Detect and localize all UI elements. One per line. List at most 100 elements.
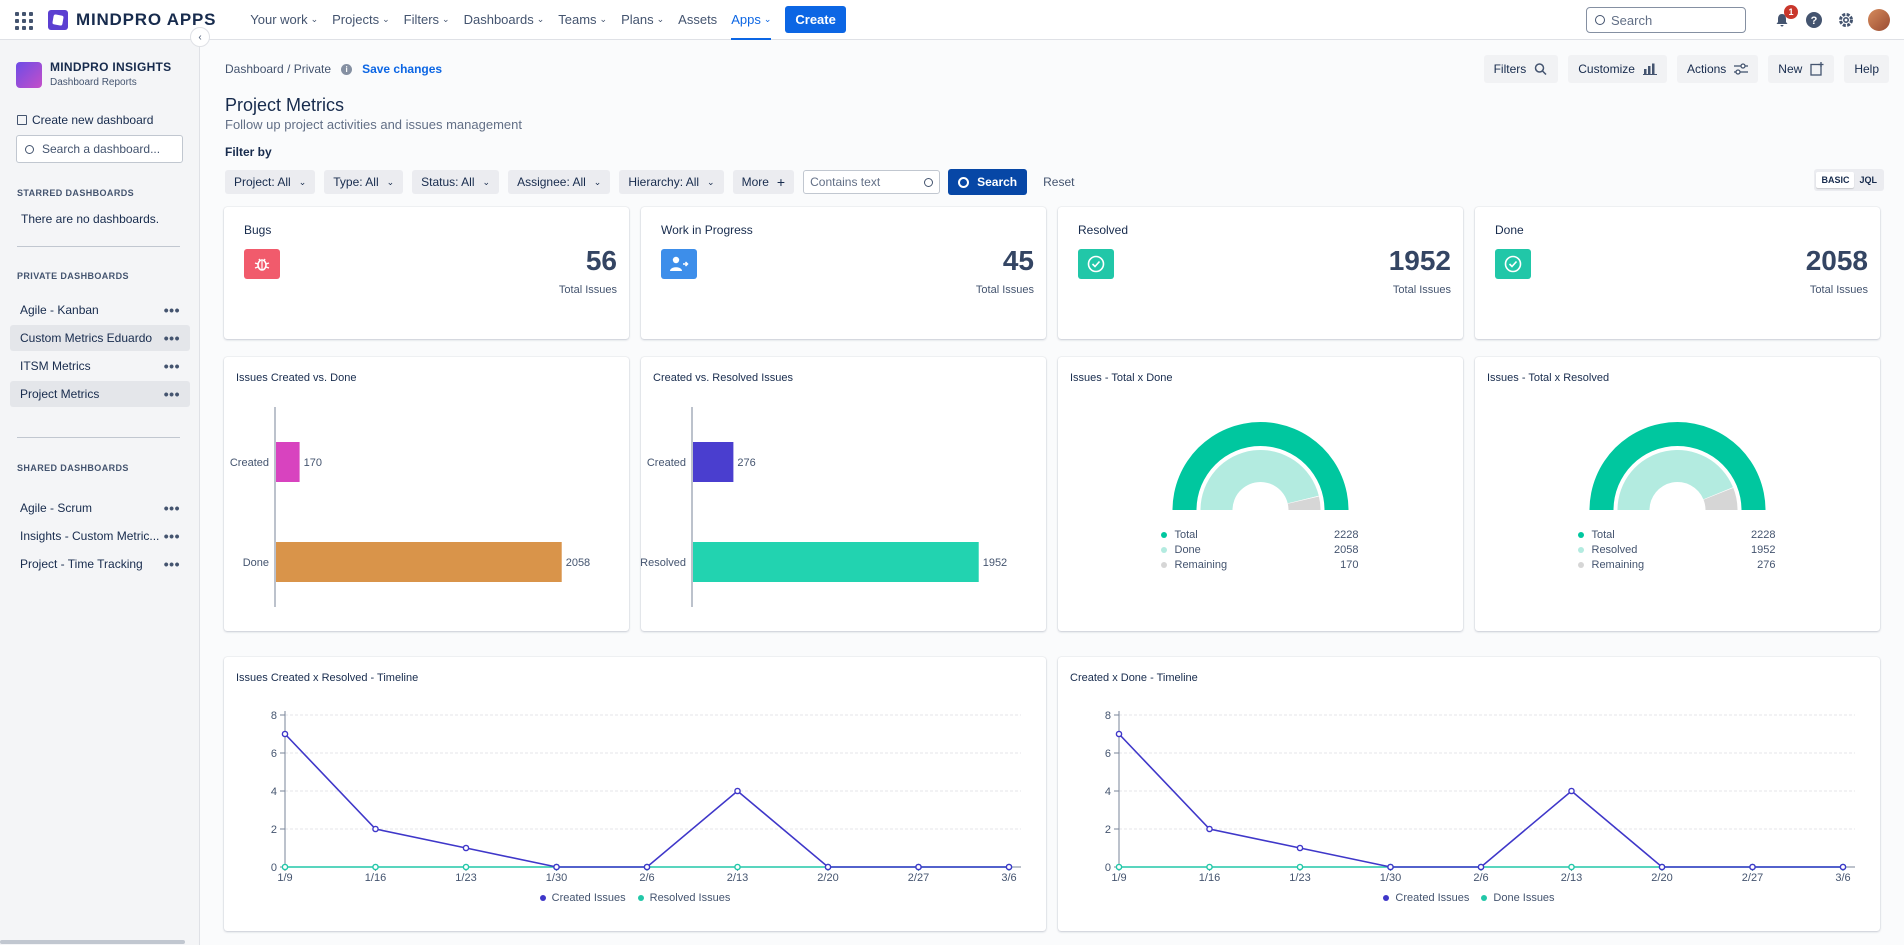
legend-label: Done Issues bbox=[1493, 892, 1555, 904]
sidebar-scrollbar[interactable] bbox=[0, 940, 185, 944]
private-heading: PRIVATE DASHBOARDS bbox=[17, 271, 129, 281]
sidebar-dashboard-item[interactable]: Project Metrics ••• bbox=[10, 381, 190, 407]
chart-svg: Created 170 Done 2058 bbox=[230, 407, 590, 607]
sliders-icon bbox=[1734, 63, 1749, 75]
filter-dropdown-type[interactable]: Type: All ⌄ bbox=[324, 170, 404, 194]
legend-item[interactable]: Created Issues bbox=[1383, 892, 1469, 904]
bar-created bbox=[693, 442, 734, 482]
notifications-bell-icon[interactable]: 1 bbox=[1772, 5, 1798, 30]
gauge-remaining-arc bbox=[1703, 487, 1738, 510]
filter-dropdown-project[interactable]: Project: All ⌄ bbox=[225, 170, 316, 194]
breadcrumb-text[interactable]: Dashboard / Private bbox=[225, 62, 332, 76]
sidebar-dashboard-item[interactable]: Agile - Kanban ••• bbox=[10, 297, 190, 323]
nav-item-plans[interactable]: Plans ⌄ bbox=[621, 0, 664, 40]
sidebar-dashboard-item[interactable]: Agile - Scrum ••• bbox=[10, 495, 190, 521]
filter-dropdown-hierarchy[interactable]: Hierarchy: All ⌄ bbox=[619, 170, 724, 194]
series-point bbox=[824, 863, 832, 871]
sidebar-dashboard-item[interactable]: Insights - Custom Metric... ••• bbox=[10, 523, 190, 549]
filter-dropdown-status[interactable]: Status: All ⌄ bbox=[412, 170, 500, 194]
sidebar-dashboard-label: ITSM Metrics bbox=[20, 359, 91, 373]
contains-text-input[interactable]: Contains text bbox=[803, 170, 941, 194]
gauge-legend-value: 276 bbox=[1757, 559, 1776, 571]
kpi-title: Bugs bbox=[244, 223, 272, 237]
filters-button-label: Filters bbox=[1493, 62, 1527, 76]
chevron-down-icon: ⌄ bbox=[386, 176, 395, 187]
chart-title: Issues - Total x Resolved bbox=[1487, 372, 1610, 384]
y-tick-label: 2 bbox=[1105, 824, 1111, 836]
collapse-sidebar-button[interactable]: ‹ bbox=[190, 27, 210, 47]
save-changes-link[interactable]: Save changes bbox=[362, 62, 443, 76]
legend-label: Created Issues bbox=[551, 892, 626, 904]
global-search-input[interactable]: Search bbox=[1586, 7, 1746, 33]
kpi-card-done[interactable]: Done 2058 Total Issues bbox=[1475, 207, 1880, 339]
nav-item-label: Your work bbox=[250, 12, 308, 27]
gauge-remaining-arc bbox=[1287, 495, 1321, 510]
nav-item-assets[interactable]: Assets bbox=[678, 0, 717, 40]
legend-dot bbox=[1577, 547, 1584, 553]
legend-item[interactable]: Resolved Issues bbox=[637, 892, 730, 904]
kpi-card-work-in-progress[interactable]: Work in Progress 45 Total Issues bbox=[641, 207, 1046, 339]
sidebar-header: MINDPRO INSIGHTS Dashboard Reports bbox=[16, 60, 171, 88]
more-filters-button[interactable]: More + bbox=[732, 170, 795, 194]
user-avatar[interactable] bbox=[1868, 9, 1890, 31]
more-options-icon[interactable]: ••• bbox=[163, 330, 180, 346]
filter-bar: Project: All ⌄ Type: All ⌄ Status: All ⌄ Assig… bbox=[225, 169, 1075, 195]
sidebar-dashboard-item[interactable]: Project - Time Tracking ••• bbox=[10, 551, 190, 577]
app-switcher-icon[interactable] bbox=[14, 11, 33, 30]
kpi-value: 45 bbox=[1002, 245, 1034, 276]
filter-dropdown-assignee[interactable]: Assignee: All ⌄ bbox=[508, 170, 611, 194]
chevron-down-icon: ⌄ bbox=[482, 176, 491, 187]
dashboard-search-input[interactable]: Search a dashboard... bbox=[16, 135, 183, 163]
create-button[interactable]: Create bbox=[785, 6, 846, 33]
nav-item-your-work[interactable]: Your work ⌄ bbox=[250, 0, 318, 40]
info-icon[interactable]: i bbox=[341, 63, 353, 75]
line-legend: Created Issues Resolved Issues bbox=[224, 892, 1046, 904]
sidebar-dashboard-item[interactable]: ITSM Metrics ••• bbox=[10, 353, 190, 379]
chart-svg bbox=[1589, 422, 1766, 510]
chart-title: Issues Created vs. Done bbox=[236, 372, 357, 384]
more-options-icon[interactable]: ••• bbox=[163, 386, 180, 402]
more-options-icon[interactable]: ••• bbox=[163, 556, 180, 572]
legend-dot bbox=[1577, 532, 1584, 538]
more-options-icon[interactable]: ••• bbox=[163, 500, 180, 516]
kpi-card-resolved[interactable]: Resolved 1952 Total Issues bbox=[1058, 207, 1463, 339]
nav-item-dashboards[interactable]: Dashboards ⌄ bbox=[464, 0, 545, 40]
legend-item[interactable]: Done Issues bbox=[1481, 892, 1555, 904]
user-progress-icon bbox=[661, 249, 697, 279]
customize-button[interactable]: Customize bbox=[1568, 55, 1667, 83]
reset-button[interactable]: Reset bbox=[1043, 175, 1075, 189]
legend-item[interactable]: Created Issues bbox=[539, 892, 626, 904]
chart-title: Created x Done - Timeline bbox=[1070, 672, 1198, 684]
contains-text-placeholder: Contains text bbox=[810, 175, 881, 189]
filters-button[interactable]: Filters bbox=[1483, 55, 1559, 83]
more-options-icon[interactable]: ••• bbox=[163, 358, 180, 374]
insights-logo-icon bbox=[16, 62, 42, 88]
nav-item-filters[interactable]: Filters ⌄ bbox=[404, 0, 450, 40]
jql-mode-option[interactable]: JQL bbox=[1859, 175, 1877, 185]
nav-item-apps[interactable]: Apps ⌄ bbox=[731, 0, 772, 40]
brand-logo-icon[interactable] bbox=[48, 9, 68, 30]
actions-button[interactable]: Actions bbox=[1676, 55, 1759, 83]
settings-gear-icon[interactable] bbox=[1836, 10, 1856, 30]
more-options-icon[interactable]: ••• bbox=[163, 528, 180, 544]
nav-item-projects[interactable]: Projects ⌄ bbox=[332, 0, 390, 40]
kpi-card-bugs[interactable]: Bugs 56 Total Issues bbox=[224, 207, 629, 339]
help-icon[interactable]: ? bbox=[1804, 10, 1824, 30]
series-point bbox=[734, 787, 741, 795]
legend-dot bbox=[1160, 532, 1167, 538]
create-dashboard-link[interactable]: Create new dashboard bbox=[17, 113, 153, 127]
chart-title: Issues - Total x Done bbox=[1070, 372, 1173, 384]
nav-item-teams[interactable]: Teams ⌄ bbox=[558, 0, 607, 40]
series-point bbox=[734, 863, 741, 871]
global-search-placeholder: Search bbox=[1611, 12, 1653, 28]
chevron-down-icon: ⌄ bbox=[707, 176, 715, 187]
new-button[interactable]: New bbox=[1768, 55, 1835, 83]
brand-name[interactable]: MINDPRO APPS bbox=[76, 9, 217, 29]
filter-by-heading: Filter by bbox=[225, 145, 272, 159]
search-button[interactable]: Search bbox=[948, 169, 1028, 195]
bar-chart-icon bbox=[1642, 63, 1657, 75]
sidebar-dashboard-item[interactable]: Custom Metrics Eduardo ••• bbox=[10, 325, 190, 351]
help-button[interactable]: Help bbox=[1844, 55, 1889, 83]
basic-mode-option[interactable]: BASIC bbox=[1816, 172, 1855, 188]
more-options-icon[interactable]: ••• bbox=[163, 302, 180, 318]
